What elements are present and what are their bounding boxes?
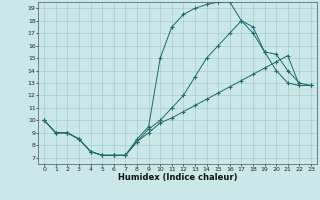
X-axis label: Humidex (Indice chaleur): Humidex (Indice chaleur) bbox=[118, 173, 237, 182]
